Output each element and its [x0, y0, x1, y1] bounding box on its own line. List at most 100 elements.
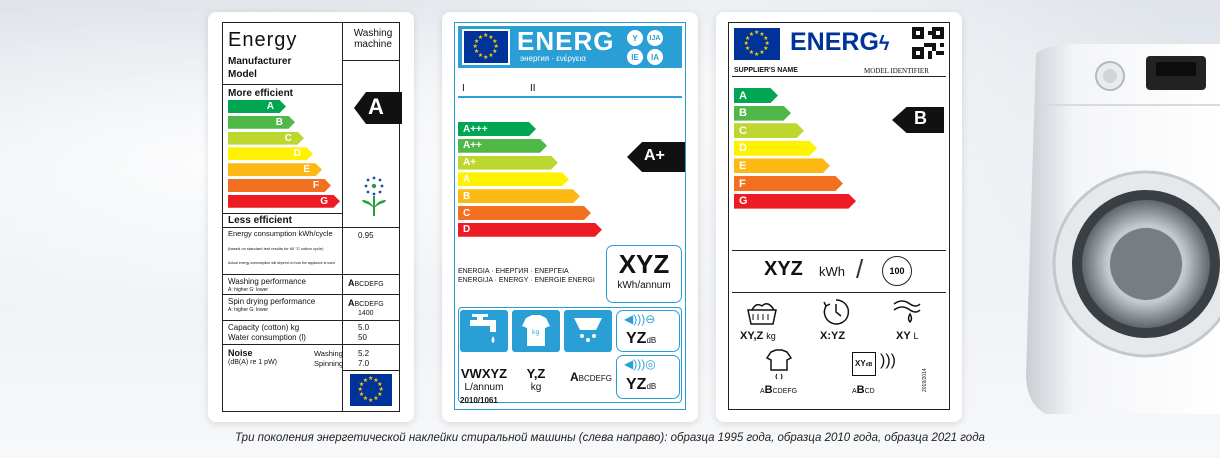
- noise-value: XYdB: [855, 359, 873, 368]
- spin-shirt-icon: [762, 348, 796, 382]
- model-identifier: MODEL IDENTIFIER: [864, 67, 929, 75]
- class-arrow-aplusplusplus: A+++: [458, 122, 536, 136]
- energy-value: 0.95: [358, 231, 374, 240]
- label-2021: ★ ★ ★ ★ ★ ★ ★ ★ ★ ★ ★ ★ ENERGϟ SUPPLIER'S NAME MODE…: [716, 12, 962, 422]
- class-arrow-f: F: [228, 179, 331, 192]
- brand-subline: энергия · ενέργεια: [520, 54, 586, 63]
- speaker-spin-icon: ◀)))◎: [624, 357, 656, 371]
- rating-letter: A: [368, 94, 384, 119]
- label-2010: ★ ★ ★ ★ ★ ★ ★ ★ ★ ★ ★ ★ ENERG энергия · ενέργεια Y …: [442, 12, 698, 422]
- rating-letter: B: [914, 108, 927, 128]
- class-arrow-d: D: [458, 223, 602, 237]
- class-arrow-b: B: [734, 106, 791, 121]
- noise-washing-value: 5.2: [358, 349, 370, 358]
- capacity-value: 5.0: [358, 323, 370, 332]
- noise: Noise: [228, 348, 253, 358]
- eu-star-icon: ★: [763, 35, 769, 42]
- divider: [458, 96, 682, 98]
- eu-star-icon: ★: [373, 396, 379, 403]
- energy-note: (based on standard test results for 60 °…: [228, 246, 324, 251]
- eu-star-icon: ★: [744, 35, 751, 42]
- noise-box: [616, 310, 680, 352]
- eu-flag-icon: ★ ★ ★ ★ ★ ★ ★ ★ ★ ★ ★ ★: [350, 374, 392, 406]
- label-title: Energy: [228, 29, 298, 51]
- divider: [732, 292, 946, 293]
- class-arrow-c: C: [458, 206, 591, 220]
- kwh-unit: kWh: [819, 264, 845, 279]
- noise-value-2: YZdB: [626, 376, 657, 393]
- divider: [732, 76, 946, 77]
- class-arrow-aplusplus: A++: [458, 139, 547, 153]
- kwh-value: XYZ: [618, 249, 670, 279]
- class-arrow-a: A: [458, 172, 569, 186]
- washing-machine-image: [1006, 44, 1220, 414]
- eu-star-icon: ★: [377, 392, 383, 399]
- letter-badge: Y: [627, 30, 643, 46]
- letter-badge: IA: [647, 49, 663, 65]
- washing-scale: ABCDEFG: [348, 278, 384, 288]
- more-efficient: More efficient: [228, 88, 294, 99]
- rating-letter: A+: [644, 147, 665, 164]
- spin-performance: Spin drying performance: [228, 297, 316, 306]
- eu-star-icon: ★: [492, 49, 498, 56]
- water-tap-icon: [460, 310, 508, 352]
- class-arrow-e: E: [228, 163, 322, 176]
- class-arrow-b: B: [458, 189, 580, 203]
- model: Model: [228, 69, 257, 80]
- capacity-value: Y,Z: [526, 366, 546, 381]
- icon-panel: [458, 307, 682, 403]
- eu-star-icon: ★: [358, 381, 365, 388]
- eu-star-icon: ★: [488, 34, 494, 41]
- rating-arrow: [354, 92, 402, 124]
- appliance-type: Washing machine: [353, 28, 393, 50]
- eu-star-icon: ★: [473, 49, 480, 56]
- noise-box: [616, 355, 680, 399]
- spin-scale: ABCDEFG: [348, 298, 384, 308]
- qr-code-icon: [912, 27, 944, 59]
- class-arrow-a: A: [228, 100, 286, 113]
- sound-waves-icon: ))): [880, 352, 896, 369]
- eco-flower-icon: [359, 172, 389, 218]
- label-frame: [222, 22, 400, 412]
- divider: [732, 250, 946, 251]
- actual-note: Actual energy consumption will depend on…: [228, 261, 335, 265]
- brand: ENERGϟ: [790, 28, 890, 56]
- eu-star-icon: ★: [764, 41, 770, 47]
- brand: ENERG: [517, 26, 615, 56]
- class-arrow-f: F: [734, 176, 843, 191]
- laundry-basket-icon: [742, 296, 782, 328]
- divider: [222, 227, 400, 228]
- class-arrow-aplus: A+: [458, 156, 558, 170]
- column-ii: II: [530, 83, 536, 94]
- kwh-value: XYZ: [764, 258, 803, 280]
- divider: [222, 274, 400, 275]
- eu-star-icon: ★: [477, 53, 484, 60]
- column-i: I: [462, 83, 465, 94]
- divider: [222, 344, 400, 345]
- eu-star-icon: ★: [744, 46, 751, 53]
- eu-star-icon: ★: [754, 51, 760, 58]
- spin-speed: 1400: [358, 310, 374, 317]
- water-tap-icon: [890, 296, 924, 326]
- eu-star-icon: ★: [362, 396, 369, 403]
- eu-star-icon: ★: [483, 54, 489, 61]
- class-arrow-a: A: [734, 88, 778, 103]
- spin-scale: ABCDEFG: [760, 384, 798, 396]
- noise-value-1: YZdB: [626, 330, 657, 347]
- caption: Три поколения энергетической наклейки ст…: [235, 432, 985, 444]
- spin-scale-note: A: higher G: lower: [228, 307, 269, 313]
- supplier-name: SUPPLIER'S NAME: [734, 67, 798, 74]
- eu-star-icon: ★: [483, 33, 489, 40]
- capacity: Capacity (cotton) kg: [228, 323, 300, 332]
- class-arrow-d: D: [734, 141, 817, 156]
- letter-badge: IE: [627, 49, 643, 65]
- capacity-unit: kg: [530, 382, 542, 393]
- class-arrow-c: C: [734, 123, 804, 138]
- noise-washing: Washing: [314, 349, 343, 358]
- washing-performance: Washing performance: [228, 277, 306, 286]
- divider: [342, 370, 400, 371]
- eu-star-icon: ★: [492, 38, 498, 45]
- noise-scale: ABCD: [852, 384, 875, 396]
- water-consumption: Water consumption (l): [228, 333, 306, 342]
- svg-text:kg: kg: [532, 329, 539, 336]
